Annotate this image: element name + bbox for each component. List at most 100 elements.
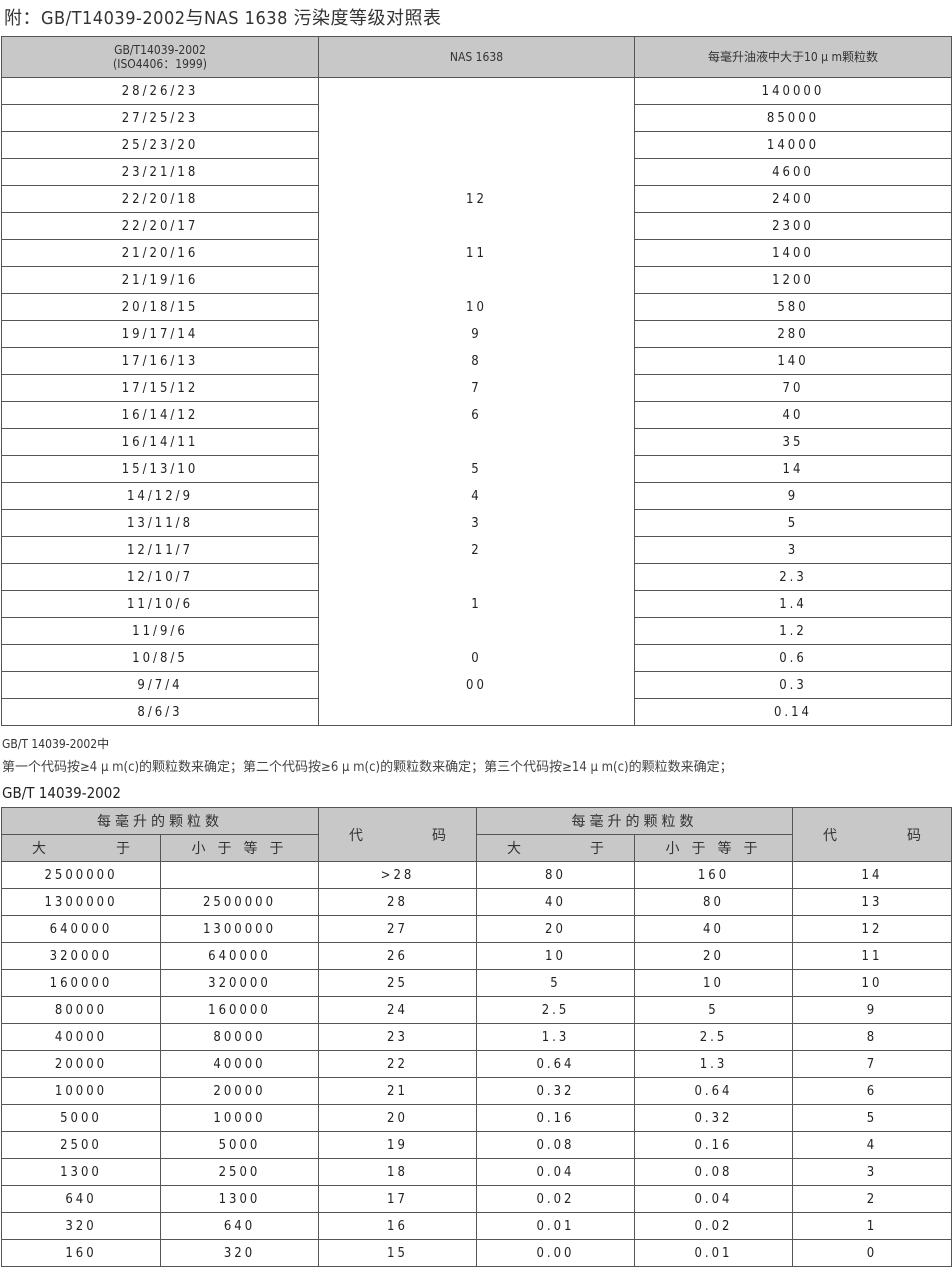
table-row: 13/11/8 3 5 — [1, 509, 952, 537]
up-to-cell: 160000 — [160, 996, 319, 1024]
table-row: 22/20/17 2300 — [1, 212, 952, 240]
more-than-cell: 0.01 — [476, 1212, 635, 1240]
table-row: 640000 1300000 27 20 40 12 — [1, 915, 952, 943]
particle-count-cell: 580 — [634, 293, 952, 321]
table-row: 15/13/10 5 14 — [1, 455, 952, 483]
header-nas: NAS 1638 — [318, 36, 635, 78]
code-cell: 20 — [318, 1104, 477, 1132]
code-cell: 15 — [318, 1239, 477, 1267]
nas-class-cell — [318, 617, 635, 645]
up-to-cell: 10 — [634, 969, 793, 997]
note-text: 第一个代码按≥4 μ m(c)的颗粒数来确定；第二个代码按≥6 μ m(c)的颗… — [2, 760, 733, 775]
table-row: 40000 80000 23 1.3 2.5 8 — [1, 1023, 952, 1051]
gbt-code-cell: 8/6/3 — [1, 698, 319, 726]
comparison-table: GB/T14039-2002 (ISO4406：1999) NAS 1638 每毫… — [1, 36, 952, 726]
gbt-code-cell: 11/9/6 — [1, 617, 319, 645]
gbt-code-cell: 21/19/16 — [1, 266, 319, 294]
nas-class-cell — [318, 131, 635, 159]
nas-class-cell: 2 — [318, 536, 635, 564]
more-than-cell: 80 — [476, 861, 635, 889]
particle-count-cell: 85000 — [634, 104, 952, 132]
gbt-code-cell: 21/20/16 — [1, 239, 319, 267]
up-to-cell: 80 — [634, 888, 793, 916]
more-than-cell: 10000 — [1, 1077, 161, 1105]
code-cell: 0 — [792, 1239, 952, 1267]
table-row: 9/7/4 00 0.3 — [1, 671, 952, 699]
code-cell: 9 — [792, 996, 952, 1024]
table-row: 640 1300 17 0.02 0.04 2 — [1, 1185, 952, 1213]
up-to-cell: 2.5 — [634, 1023, 793, 1051]
gbt-code-cell: 25/23/20 — [1, 131, 319, 159]
more-than-cell: 320 — [1, 1212, 161, 1240]
gbt-code-cell: 20/18/15 — [1, 293, 319, 321]
particle-count-cell: 35 — [634, 428, 952, 456]
code-cell: 13 — [792, 888, 952, 916]
particle-count-cell: 14000 — [634, 131, 952, 159]
up-to-cell: 0.01 — [634, 1239, 793, 1267]
gt-header-left: 大于 — [1, 834, 161, 862]
code-cell: 23 — [318, 1023, 477, 1051]
table-row: 23/21/18 4600 — [1, 158, 952, 186]
table-row: 12/10/7 2.3 — [1, 563, 952, 591]
table-row: 320000 640000 26 10 20 11 — [1, 942, 952, 970]
table-row: 12/11/7 2 3 — [1, 536, 952, 564]
more-than-cell: 320000 — [1, 942, 161, 970]
code-cell: 25 — [318, 969, 477, 997]
code-header-left: 代码 — [318, 807, 477, 862]
table-row: 160000 320000 25 5 10 10 — [1, 969, 952, 997]
code-cell: 2 — [792, 1185, 952, 1213]
up-to-cell: 40000 — [160, 1050, 319, 1078]
up-to-cell: 160 — [634, 861, 793, 889]
particle-count-cell: 1200 — [634, 266, 952, 294]
table-row: 160 320 15 0.00 0.01 0 — [1, 1239, 952, 1267]
table-row: 10000 20000 21 0.32 0.64 6 — [1, 1077, 952, 1105]
code-cell: >28 — [318, 861, 477, 889]
code-cell: 28 — [318, 888, 477, 916]
table-row: 2500 5000 19 0.08 0.16 4 — [1, 1131, 952, 1159]
up-to-cell: 320000 — [160, 969, 319, 997]
table-row: 1300 2500 18 0.04 0.08 3 — [1, 1158, 952, 1186]
nas-class-cell: 4 — [318, 482, 635, 510]
header-gbt-line1: GB/T14039-2002 — [114, 43, 206, 57]
up-to-cell: 5 — [634, 996, 793, 1024]
nas-class-cell: 6 — [318, 401, 635, 429]
table-row: 80000 160000 24 2.5 5 9 — [1, 996, 952, 1024]
nas-class-cell — [318, 158, 635, 186]
table-row: 21/19/16 1200 — [1, 266, 952, 294]
code-cell: 24 — [318, 996, 477, 1024]
gt-header-right: 大于 — [476, 834, 635, 862]
gbt-code-cell: 16/14/11 — [1, 428, 319, 456]
up-to-cell: 1300 — [160, 1185, 319, 1213]
code-cell: 21 — [318, 1077, 477, 1105]
more-than-cell: 640000 — [1, 915, 161, 943]
table-row: 27/25/23 85000 — [1, 104, 952, 132]
nas-class-cell: 1 — [318, 590, 635, 618]
particle-count-cell: 1.2 — [634, 617, 952, 645]
up-to-cell: 20000 — [160, 1077, 319, 1105]
nas-class-cell — [318, 77, 635, 105]
up-to-cell: 640000 — [160, 942, 319, 970]
table-row: 1300000 2500000 28 40 80 13 — [1, 888, 952, 916]
table-row: 20/18/15 10 580 — [1, 293, 952, 321]
code-cell: 14 — [792, 861, 952, 889]
more-than-cell: 5 — [476, 969, 635, 997]
code-cell: 7 — [792, 1050, 952, 1078]
particle-count-cell: 3 — [634, 536, 952, 564]
table-row: 14/12/9 4 9 — [1, 482, 952, 510]
up-to-cell: 640 — [160, 1212, 319, 1240]
table-row: 19/17/14 9 280 — [1, 320, 952, 348]
table-row: 8/6/3 0.14 — [1, 698, 952, 726]
gbt-code-cell: 17/15/12 — [1, 374, 319, 402]
gbt-code-cell: 19/17/14 — [1, 320, 319, 348]
gbt-code-cell: 22/20/18 — [1, 185, 319, 213]
code-cell: 17 — [318, 1185, 477, 1213]
up-to-cell: 5000 — [160, 1131, 319, 1159]
nas-class-cell: 9 — [318, 320, 635, 348]
table2-title: GB/T 14039-2002 — [2, 784, 121, 802]
up-to-cell: 0.04 — [634, 1185, 793, 1213]
header-count: 每毫升油液中大于10 μ m颗粒数 — [634, 36, 952, 78]
gbt-code-cell: 11/10/6 — [1, 590, 319, 618]
particle-count-cell: 14 — [634, 455, 952, 483]
nas-class-cell: 5 — [318, 455, 635, 483]
table-row: 11/9/6 1.2 — [1, 617, 952, 645]
